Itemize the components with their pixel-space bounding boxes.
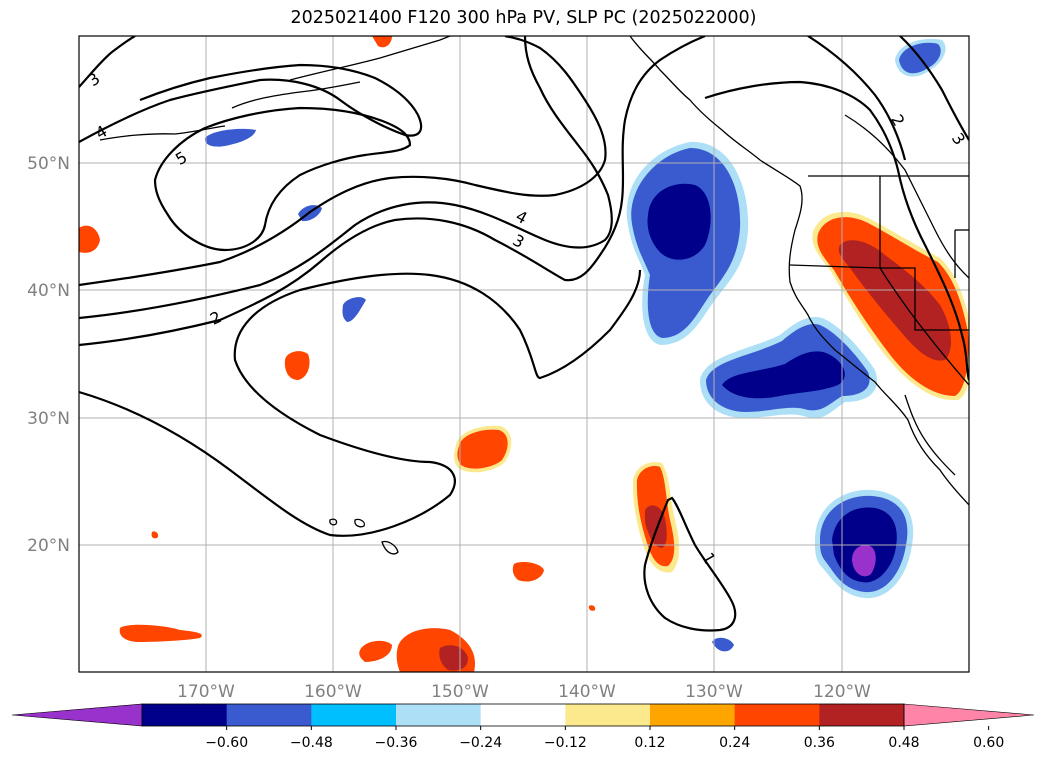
lat-label: 20°N xyxy=(27,536,70,556)
chart-title: 2025021400 F120 300 hPa PV, SLP PC (2025… xyxy=(290,8,757,28)
colorbar-segment xyxy=(226,704,312,726)
slp-contours xyxy=(79,36,969,632)
pv-negative-region xyxy=(204,128,256,147)
coastlines xyxy=(99,36,969,555)
colorbar-segment xyxy=(396,704,482,726)
lat-label: 50°N xyxy=(27,154,70,174)
colorbar-tick-label: 0.60 xyxy=(973,735,1004,751)
pv-positive-region xyxy=(359,640,392,662)
colorbar-segment xyxy=(565,704,651,726)
pv-positive-region xyxy=(372,36,392,48)
pv-positive-region xyxy=(512,562,544,582)
colorbar-segment xyxy=(734,704,820,726)
colorbar-tick-label: −0.48 xyxy=(290,735,333,751)
lon-label: 150°W xyxy=(431,682,489,702)
pv-positive-region xyxy=(457,429,508,469)
lon-label: 170°W xyxy=(177,682,235,702)
pv-negative-region xyxy=(342,297,366,322)
colorbar-tick-label: −0.60 xyxy=(205,735,248,751)
lon-label: 130°W xyxy=(685,682,743,702)
colorbar-tick-label: 0.36 xyxy=(804,735,835,751)
map-frame xyxy=(78,35,970,673)
colorbar-outline xyxy=(141,703,905,727)
lon-label: 120°W xyxy=(813,682,871,702)
lon-label: 140°W xyxy=(558,682,616,702)
colorbar-tick-label: −0.12 xyxy=(544,735,587,751)
colorbar-segment xyxy=(819,704,905,726)
colorbar-segment xyxy=(650,704,736,726)
pv-positive-region xyxy=(119,624,202,642)
pv-negative-region xyxy=(647,183,711,260)
pv-positive-region xyxy=(588,605,596,611)
colorbar-tick-label: 0.12 xyxy=(634,735,665,751)
colorbar-tick-label: 0.24 xyxy=(719,735,750,751)
latitude-labels: 50°N 40°N 30°N 20°N xyxy=(27,154,70,556)
lat-label: 40°N xyxy=(27,281,70,301)
longitude-labels: 170°W 160°W 150°W 140°W 130°W 120°W xyxy=(177,682,871,702)
colorbar-tick-label: −0.24 xyxy=(459,735,502,751)
colorbar xyxy=(11,703,1035,727)
colorbar-segment xyxy=(311,704,397,726)
pv-shading xyxy=(79,36,969,672)
pv-positive-region xyxy=(151,531,159,539)
colorbar-segment xyxy=(142,704,228,726)
colorbar-tick-label: −0.36 xyxy=(375,735,418,751)
pv-negative-region xyxy=(722,351,845,399)
pv-negative-region xyxy=(712,637,734,652)
pv-negative-region xyxy=(852,545,876,577)
colorbar-labels: −0.60 −0.48 −0.36 −0.24 −0.12 0.12 0.24 0.36 0.4… xyxy=(205,726,1004,751)
gridlines xyxy=(79,36,969,672)
pv-positive-region xyxy=(284,351,310,380)
colorbar-extend-low xyxy=(11,703,143,727)
lat-label: 30°N xyxy=(27,409,70,429)
pv-positive-region xyxy=(79,225,100,253)
colorbar-segment xyxy=(480,704,566,726)
colorbar-tick-label: 0.48 xyxy=(888,735,919,751)
colorbar-extend-high xyxy=(903,703,1035,727)
pv-positive-region xyxy=(439,645,468,671)
lon-label: 160°W xyxy=(304,682,362,702)
